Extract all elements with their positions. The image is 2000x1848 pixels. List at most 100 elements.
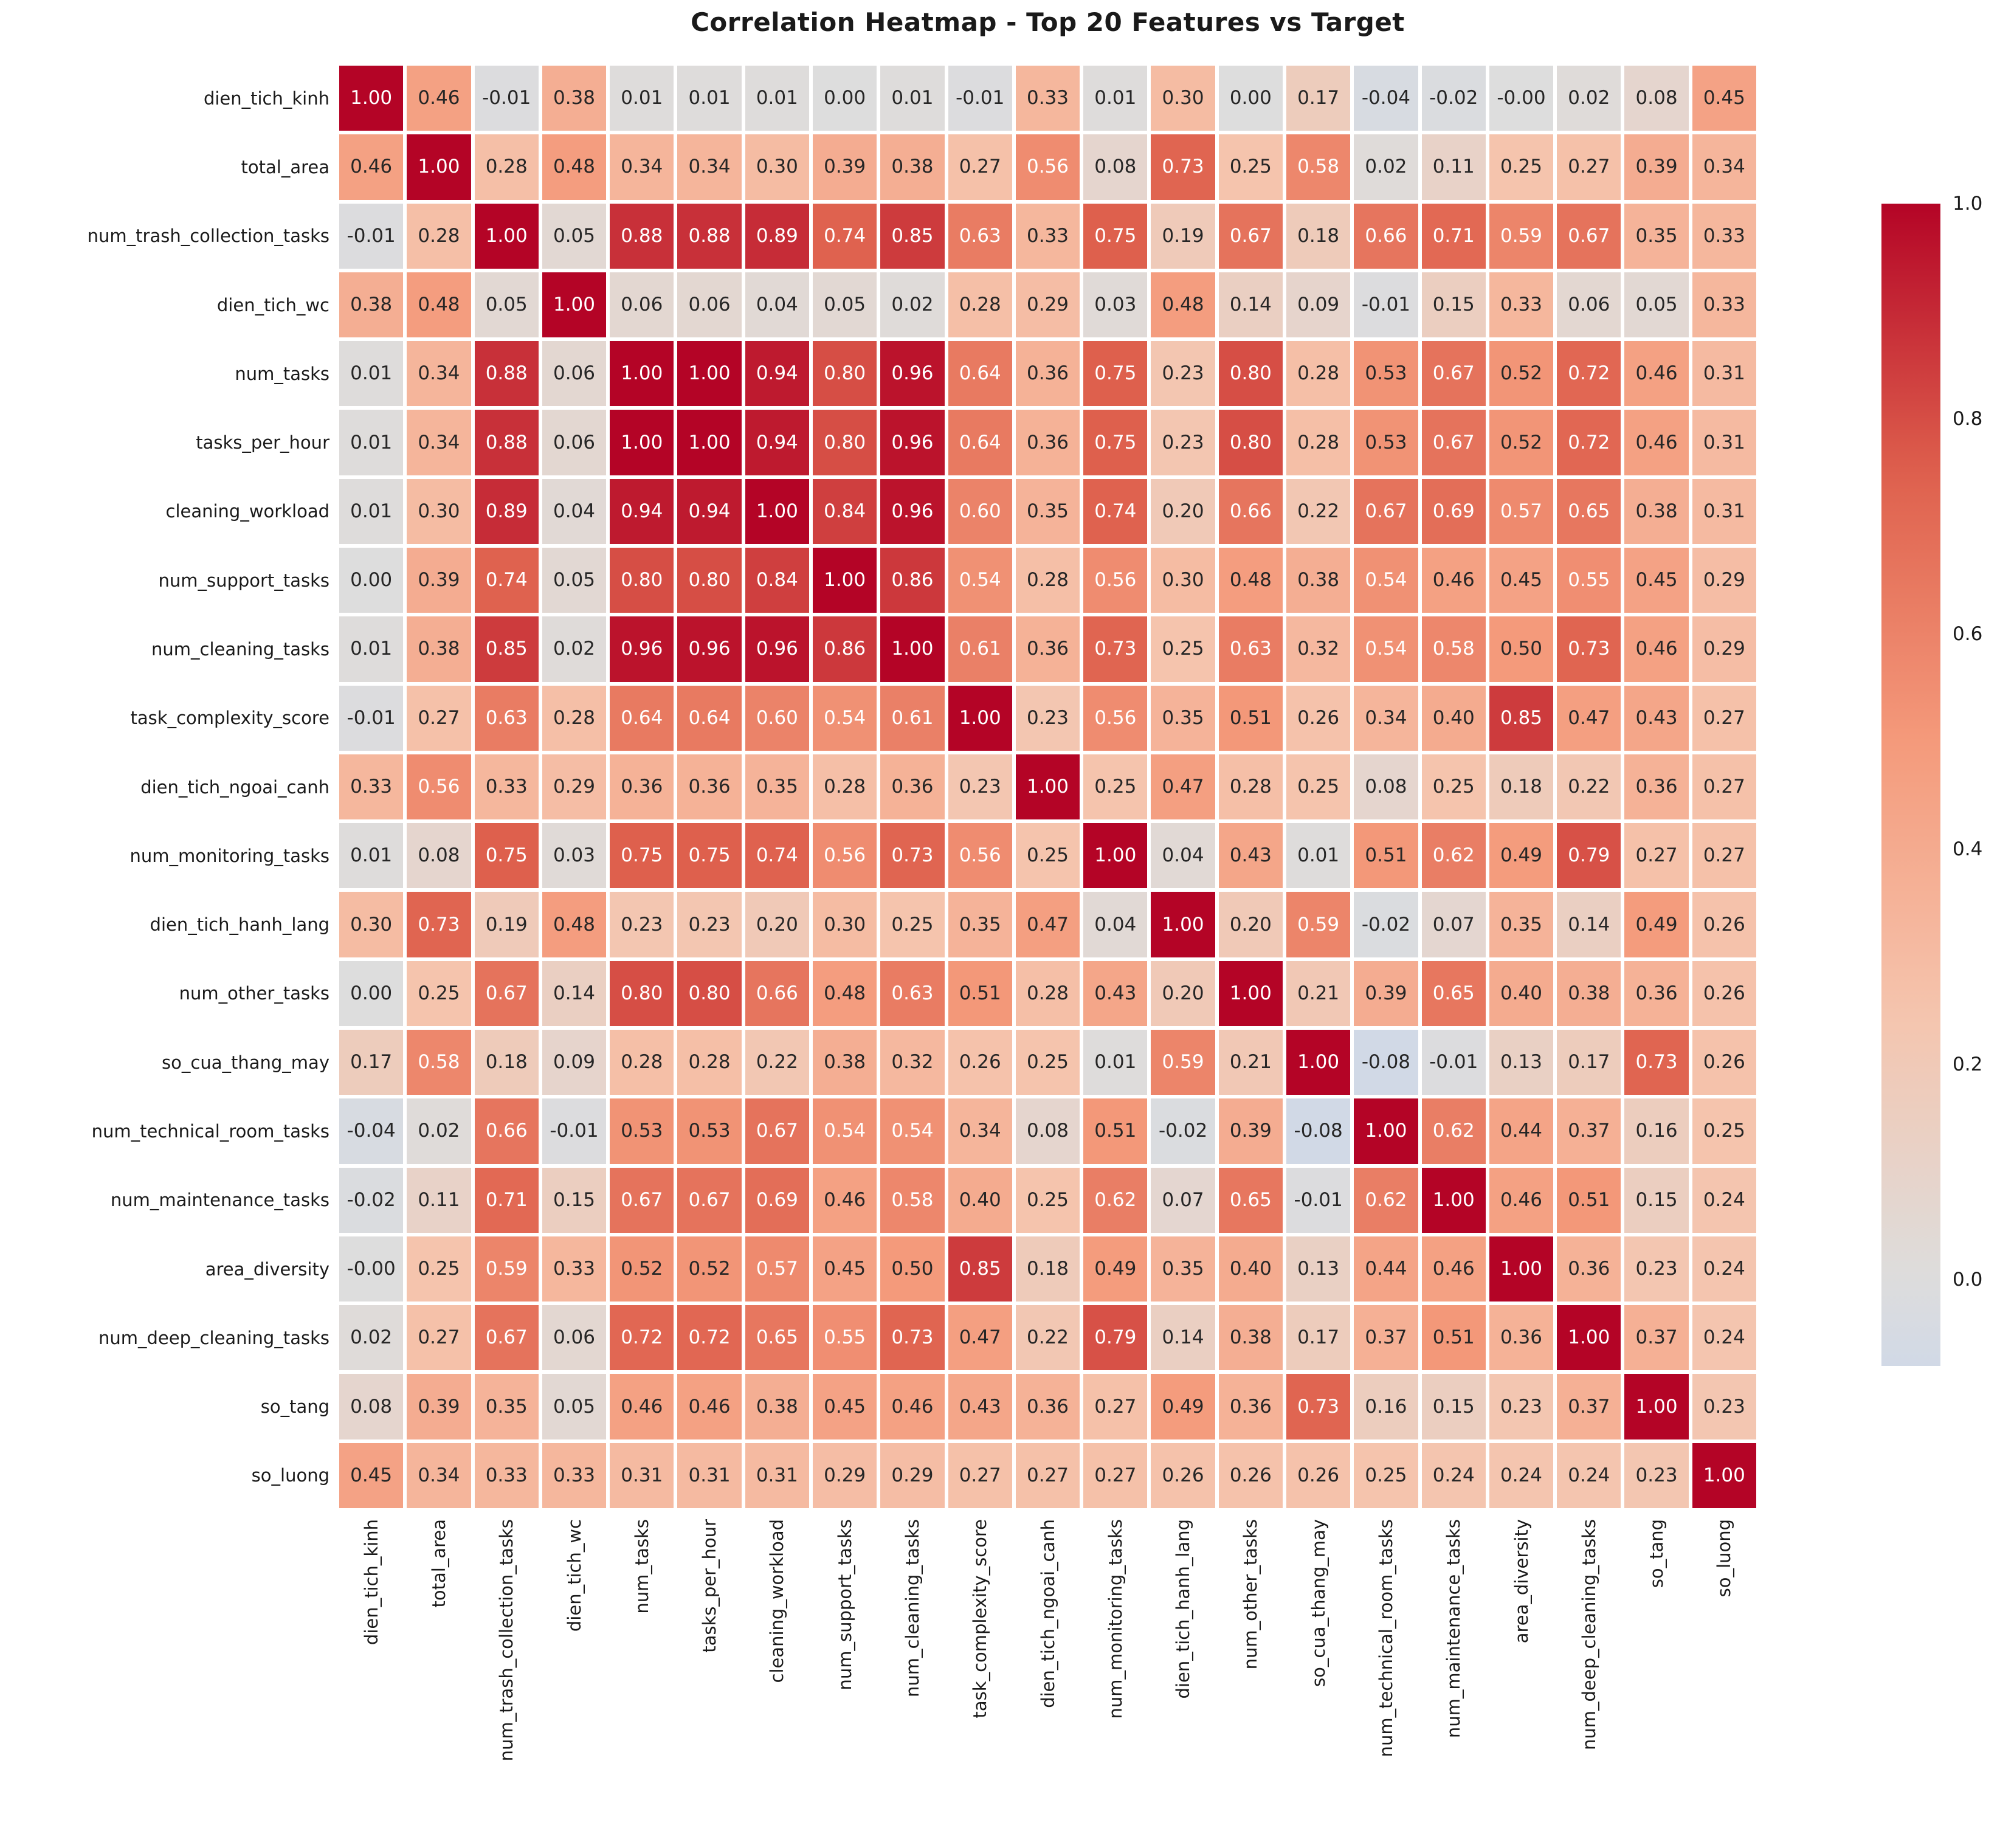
heatmap-cell: 0.00 bbox=[339, 960, 404, 1026]
heatmap-cell: 0.06 bbox=[542, 341, 607, 407]
heatmap-cell: 0.05 bbox=[812, 272, 877, 338]
heatmap-cell: 0.36 bbox=[1015, 616, 1080, 682]
heatmap-cell: 0.34 bbox=[407, 341, 471, 407]
heatmap-cell: 0.79 bbox=[1083, 1305, 1148, 1371]
heatmap-cell: 1.00 bbox=[1421, 1167, 1486, 1233]
heatmap: 1.00 0.46 -0.01 0.38 0.01 0.01 0.01 0.00 0.01 -0.… bbox=[339, 66, 1756, 1508]
heatmap-cell: 0.86 bbox=[812, 616, 877, 682]
heatmap-cell: 0.15 bbox=[1624, 1167, 1689, 1233]
heatmap-cell: 0.63 bbox=[948, 203, 1012, 269]
heatmap-cell: 0.80 bbox=[610, 547, 674, 613]
heatmap-cell: 0.57 bbox=[745, 1236, 809, 1302]
heatmap-cell: 0.73 bbox=[1083, 616, 1148, 682]
heatmap-cell: 0.27 bbox=[407, 685, 471, 751]
heatmap-cell: 0.18 bbox=[1015, 1236, 1080, 1302]
heatmap-cell: 0.24 bbox=[1692, 1236, 1756, 1302]
heatmap-cell: 0.08 bbox=[1083, 134, 1148, 200]
heatmap-cell: 0.30 bbox=[407, 478, 471, 544]
heatmap-cell: 0.67 bbox=[474, 960, 539, 1026]
heatmap-cell: 0.25 bbox=[1218, 134, 1283, 200]
heatmap-cell: 0.38 bbox=[745, 1374, 809, 1439]
heatmap-cell: 0.18 bbox=[1489, 754, 1554, 820]
heatmap-cell: 0.75 bbox=[1083, 341, 1148, 407]
heatmap-cell: 0.00 bbox=[1218, 66, 1283, 131]
heatmap-cell: 0.33 bbox=[474, 1443, 539, 1508]
heatmap-cell: 0.44 bbox=[1354, 1236, 1418, 1302]
heatmap-cell: 0.15 bbox=[542, 1167, 607, 1233]
heatmap-cell: 0.85 bbox=[880, 203, 945, 269]
row-label: area_diversity bbox=[205, 1258, 329, 1280]
heatmap-cell: 0.63 bbox=[880, 960, 945, 1026]
heatmap-cell: 0.73 bbox=[1286, 1374, 1351, 1439]
heatmap-cell: 0.64 bbox=[677, 685, 742, 751]
heatmap-cell: 1.00 bbox=[1151, 892, 1215, 957]
heatmap-cell: 0.39 bbox=[1218, 1098, 1283, 1164]
heatmap-cell: 0.39 bbox=[407, 1374, 471, 1439]
heatmap-cell: 0.46 bbox=[610, 1374, 674, 1439]
heatmap-cell: 0.53 bbox=[610, 1098, 674, 1164]
heatmap-cell: 0.17 bbox=[1557, 1029, 1621, 1095]
heatmap-cell: 0.62 bbox=[1421, 823, 1486, 889]
heatmap-cell: 0.51 bbox=[1557, 1167, 1621, 1233]
heatmap-cell: 0.01 bbox=[339, 478, 404, 544]
heatmap-cell: 0.60 bbox=[948, 478, 1012, 544]
heatmap-cell: 0.28 bbox=[1286, 341, 1351, 407]
col-label: num_cleaning_tasks bbox=[902, 1519, 923, 1698]
heatmap-cell: 0.30 bbox=[812, 892, 877, 957]
heatmap-cell: 0.46 bbox=[880, 1374, 945, 1439]
heatmap-cell: 0.56 bbox=[812, 823, 877, 889]
heatmap-cell: 0.30 bbox=[1151, 66, 1215, 131]
heatmap-cell: 0.40 bbox=[1421, 685, 1486, 751]
heatmap-cell: 0.80 bbox=[1218, 341, 1283, 407]
heatmap-cell: -0.04 bbox=[1354, 66, 1418, 131]
heatmap-cell: 0.01 bbox=[1083, 66, 1148, 131]
heatmap-cell: 1.00 bbox=[1489, 1236, 1554, 1302]
heatmap-cell: 0.04 bbox=[542, 478, 607, 544]
heatmap-cell: 0.01 bbox=[1083, 1029, 1148, 1095]
heatmap-cell: 0.09 bbox=[1286, 272, 1351, 338]
col-label: num_deep_cleaning_tasks bbox=[1578, 1519, 1599, 1751]
heatmap-cell: 0.67 bbox=[474, 1305, 539, 1371]
heatmap-cell: 0.45 bbox=[812, 1236, 877, 1302]
col-label: so_cua_thang_may bbox=[1308, 1519, 1329, 1687]
heatmap-cell: 0.88 bbox=[474, 341, 539, 407]
heatmap-cell: 0.05 bbox=[474, 272, 539, 338]
heatmap-cell: 1.00 bbox=[880, 616, 945, 682]
heatmap-cell: 0.08 bbox=[339, 1374, 404, 1439]
heatmap-cell: 0.46 bbox=[677, 1374, 742, 1439]
heatmap-cell: 0.34 bbox=[407, 410, 471, 475]
heatmap-cell: 0.07 bbox=[1421, 892, 1486, 957]
heatmap-cell: 0.26 bbox=[1151, 1443, 1215, 1508]
heatmap-cell: 0.33 bbox=[1692, 272, 1756, 338]
heatmap-cell: -0.04 bbox=[339, 1098, 404, 1164]
heatmap-cell: 0.35 bbox=[1151, 685, 1215, 751]
heatmap-cell: 0.45 bbox=[812, 1374, 877, 1439]
heatmap-cell: 0.21 bbox=[1218, 1029, 1283, 1095]
heatmap-cell: 0.58 bbox=[1286, 134, 1351, 200]
heatmap-cell: 0.46 bbox=[339, 134, 404, 200]
heatmap-cell: 0.38 bbox=[1286, 547, 1351, 613]
heatmap-cell: 0.28 bbox=[948, 272, 1012, 338]
heatmap-cell: 0.30 bbox=[745, 134, 809, 200]
row-label: num_tasks bbox=[235, 363, 329, 384]
heatmap-cell: 0.85 bbox=[1489, 685, 1554, 751]
heatmap-cell: 0.46 bbox=[1624, 410, 1689, 475]
heatmap-cell: 0.96 bbox=[610, 616, 674, 682]
heatmap-cell: 0.23 bbox=[1015, 685, 1080, 751]
heatmap-cell: 1.00 bbox=[677, 341, 742, 407]
heatmap-cell: 0.15 bbox=[1421, 1374, 1486, 1439]
heatmap-cell: 0.67 bbox=[1354, 478, 1418, 544]
heatmap-cell: -0.00 bbox=[1489, 66, 1554, 131]
heatmap-cell: 0.58 bbox=[407, 1029, 471, 1095]
heatmap-cell: 0.51 bbox=[1354, 823, 1418, 889]
heatmap-cell: 0.67 bbox=[1557, 203, 1621, 269]
heatmap-cell: 1.00 bbox=[1354, 1098, 1418, 1164]
heatmap-cell: 0.89 bbox=[474, 478, 539, 544]
heatmap-cell: 0.01 bbox=[880, 66, 945, 131]
heatmap-cell: 0.54 bbox=[812, 685, 877, 751]
heatmap-cell: 0.96 bbox=[880, 478, 945, 544]
heatmap-cell: 0.24 bbox=[1421, 1443, 1486, 1508]
heatmap-cell: 0.20 bbox=[1151, 960, 1215, 1026]
heatmap-cell: 0.34 bbox=[1692, 134, 1756, 200]
heatmap-cell: 0.11 bbox=[407, 1167, 471, 1233]
